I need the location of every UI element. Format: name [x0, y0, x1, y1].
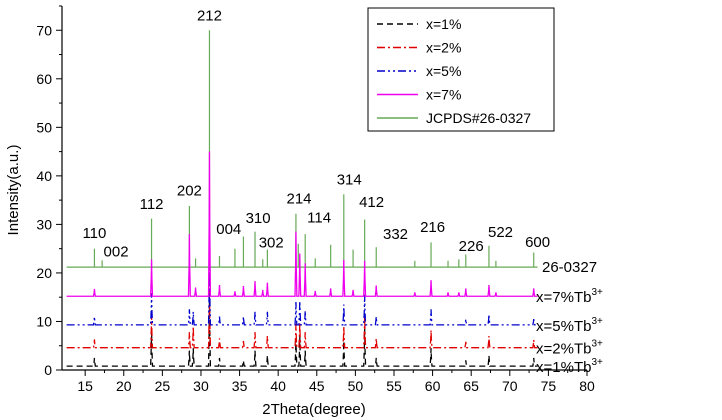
- peak-label: 522: [488, 224, 513, 241]
- legend-box: [367, 7, 555, 132]
- y-tick-label: 30: [36, 216, 52, 232]
- x-tick-label: 40: [270, 378, 286, 394]
- peak-label: 214: [287, 191, 312, 208]
- legend-label: JCPDS#26-0327: [426, 110, 531, 126]
- y-tick-label: 40: [36, 168, 52, 184]
- x-tick-label: 35: [232, 378, 248, 394]
- peak-label: 112: [140, 196, 164, 213]
- plot-area: [66, 30, 538, 367]
- peak-label: 114: [307, 209, 331, 226]
- y-tick-label: 10: [36, 313, 52, 329]
- peak-label: 412: [359, 194, 384, 211]
- x-axis-title: 2Theta(degree): [262, 401, 365, 418]
- series-line-4: [66, 151, 538, 297]
- peak-label: 110: [82, 225, 106, 242]
- y-tick-label: 0: [44, 362, 52, 378]
- legend-label: x=2%: [426, 40, 461, 56]
- series-label-4: x=7%Tb3+: [536, 287, 603, 306]
- axis-ticks: 15 20 25 30 35 40 45 50 55 60 65 70 75 80 0 10 20 30 40 50 6…: [36, 5, 595, 394]
- y-tick-label: 50: [36, 119, 52, 135]
- y-axis-title: Intensity(a.u.): [5, 145, 22, 236]
- peak-label: 002: [104, 243, 129, 260]
- reference-label: 26-0327: [542, 259, 597, 276]
- peak-label: 302: [259, 235, 284, 252]
- legend: x=1% x=2% x=5% x=7% JCPDS#26-0327: [367, 7, 555, 132]
- peak-label: 212: [197, 8, 222, 25]
- x-tick-label: 25: [155, 378, 171, 394]
- series-line-3: [66, 258, 538, 326]
- y-tick-label: 70: [36, 22, 52, 38]
- peak-label: 202: [177, 182, 202, 199]
- x-tick-label: 80: [579, 378, 595, 394]
- legend-label: x=7%: [426, 87, 461, 103]
- x-tick-label: 60: [425, 378, 441, 394]
- peak-label: 600: [525, 234, 550, 251]
- peak-label: 314: [337, 172, 362, 189]
- y-tick-label: 20: [36, 265, 52, 281]
- series-line-2: [66, 287, 538, 349]
- peak-label: 332: [383, 226, 408, 243]
- series-label-1: x=1%Tb3+: [536, 357, 603, 376]
- x-tick-label: 30: [193, 378, 209, 394]
- legend-label: x=1%: [426, 16, 461, 32]
- y-tick-label: 60: [36, 71, 52, 87]
- x-tick-label: 55: [386, 378, 402, 394]
- peak-label: 004: [216, 221, 241, 238]
- peak-label: 226: [459, 238, 484, 255]
- series-label-3: x=5%Tb3+: [536, 316, 603, 335]
- x-tick-label: 50: [348, 378, 364, 394]
- x-tick-label: 15: [77, 378, 93, 394]
- x-tick-label: 75: [541, 378, 557, 394]
- x-tick-label: 45: [309, 378, 325, 394]
- legend-label: x=5%: [426, 63, 461, 79]
- peak-label: 310: [246, 210, 271, 227]
- series-labels: x=1%Tb3+x=2%Tb3+ x=5%Tb3+ x=7%Tb3+ 26-0327: [536, 259, 603, 376]
- peak-label: 216: [420, 219, 445, 236]
- x-tick-label: 70: [502, 378, 518, 394]
- series-label-2: x=2%Tb3+: [536, 339, 603, 358]
- x-tick-label: 20: [116, 378, 132, 394]
- x-tick-label: 65: [463, 378, 479, 394]
